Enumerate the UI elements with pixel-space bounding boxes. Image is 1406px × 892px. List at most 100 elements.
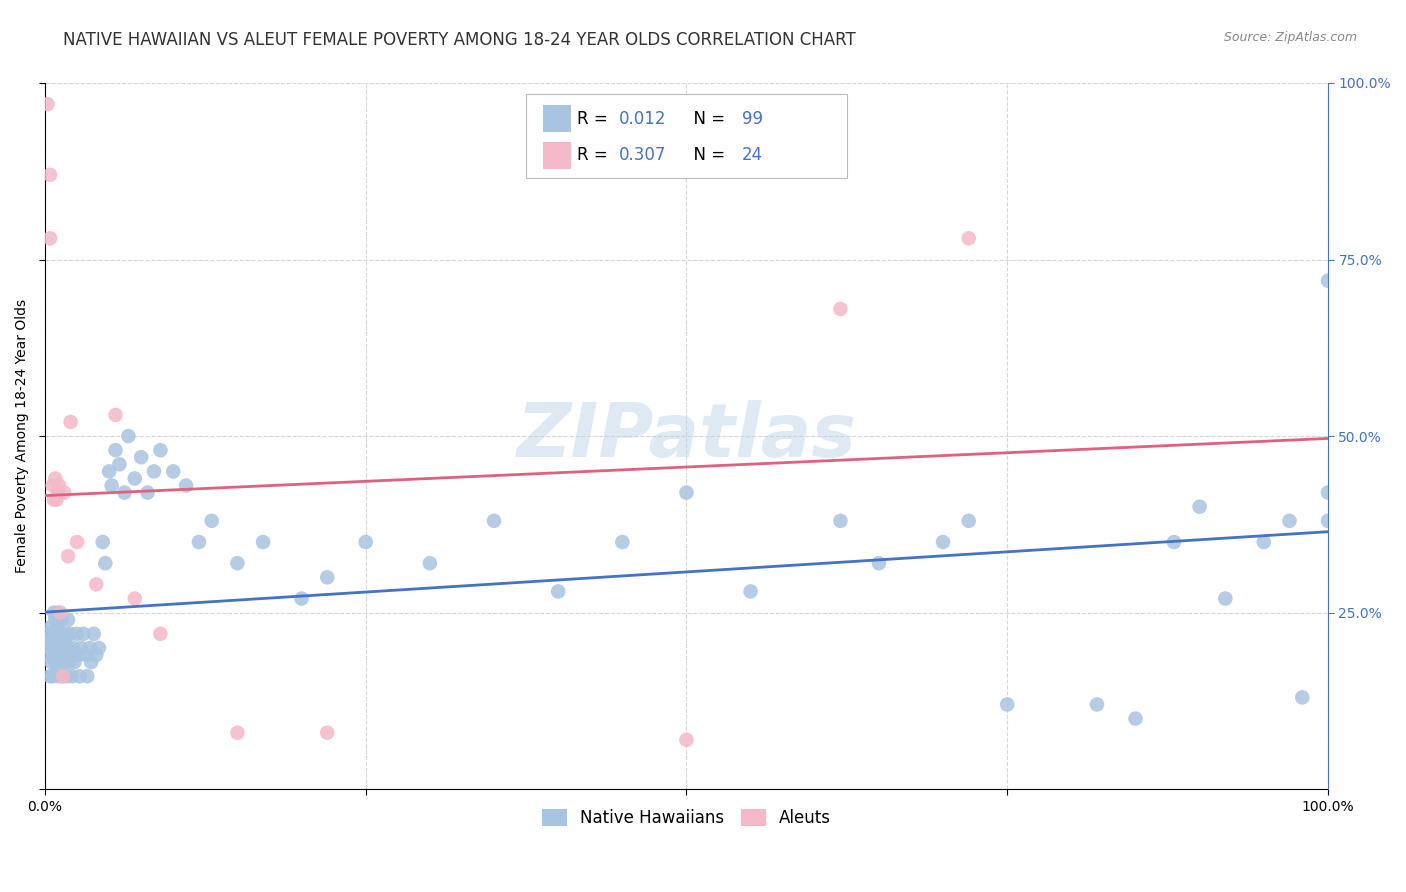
Point — [60, 669, 83, 683]
Point — [41, 478, 63, 492]
Point — [49, 627, 72, 641]
Point — [39, 231, 62, 245]
Point — [1188, 500, 1211, 514]
Point — [143, 464, 166, 478]
Point — [37, 97, 59, 112]
Point — [51, 640, 73, 655]
Text: N =: N = — [683, 146, 730, 164]
Point — [740, 584, 762, 599]
Text: R =: R = — [578, 146, 613, 164]
Point — [1085, 698, 1108, 712]
Point — [55, 669, 77, 683]
Point — [136, 485, 159, 500]
Point — [1316, 514, 1339, 528]
Text: 99: 99 — [741, 110, 762, 128]
Legend: Native Hawaiians, Aleuts: Native Hawaiians, Aleuts — [536, 803, 838, 834]
Point — [41, 627, 63, 641]
Point — [830, 514, 852, 528]
Point — [162, 464, 184, 478]
Point — [117, 429, 139, 443]
Point — [66, 627, 89, 641]
Point — [1291, 690, 1313, 705]
Point — [45, 492, 67, 507]
Point — [87, 640, 110, 655]
Y-axis label: Female Poverty Among 18-24 Year Olds: Female Poverty Among 18-24 Year Olds — [15, 299, 30, 574]
Point — [53, 633, 76, 648]
Point — [41, 640, 63, 655]
Point — [957, 514, 980, 528]
Point — [46, 620, 69, 634]
Point — [84, 577, 107, 591]
Point — [41, 655, 63, 669]
Point — [932, 535, 955, 549]
Point — [201, 514, 224, 528]
Point — [84, 648, 107, 662]
Point — [114, 485, 136, 500]
Point — [868, 556, 890, 570]
Point — [124, 471, 146, 485]
Text: NATIVE HAWAIIAN VS ALEUT FEMALE POVERTY AMONG 18-24 YEAR OLDS CORRELATION CHART: NATIVE HAWAIIAN VS ALEUT FEMALE POVERTY … — [63, 31, 856, 49]
Point — [1278, 514, 1301, 528]
Point — [42, 627, 65, 641]
Point — [56, 549, 79, 563]
Point — [129, 450, 152, 465]
Point — [59, 415, 82, 429]
Point — [76, 669, 98, 683]
Point — [354, 535, 377, 549]
Point — [94, 556, 117, 570]
Point — [55, 627, 77, 641]
Point — [44, 633, 66, 648]
Point — [59, 627, 82, 641]
Point — [39, 640, 62, 655]
Point — [252, 535, 274, 549]
Point — [45, 640, 67, 655]
Point — [79, 640, 101, 655]
Point — [42, 492, 65, 507]
Point — [149, 627, 172, 641]
Point — [104, 408, 127, 422]
FancyBboxPatch shape — [526, 94, 846, 178]
Point — [108, 458, 131, 472]
Point — [39, 168, 62, 182]
Point — [46, 606, 69, 620]
Point — [830, 301, 852, 316]
Text: ZIPatlas: ZIPatlas — [516, 400, 856, 473]
Point — [174, 478, 197, 492]
Point — [58, 655, 80, 669]
Point — [45, 627, 67, 641]
Point — [149, 443, 172, 458]
Point — [41, 669, 63, 683]
Point — [48, 478, 70, 492]
Point — [124, 591, 146, 606]
Point — [46, 485, 69, 500]
Point — [83, 627, 105, 641]
Point — [37, 633, 59, 648]
Point — [69, 669, 91, 683]
Point — [316, 725, 339, 739]
Point — [59, 648, 82, 662]
Point — [957, 231, 980, 245]
Point — [75, 648, 97, 662]
Point — [52, 669, 75, 683]
Bar — [543, 105, 571, 132]
Point — [612, 535, 634, 549]
Bar — [543, 142, 571, 169]
Point — [66, 535, 89, 549]
Point — [49, 606, 72, 620]
Point — [48, 640, 70, 655]
Point — [62, 640, 84, 655]
Point — [100, 478, 122, 492]
Point — [91, 535, 114, 549]
Text: 0.307: 0.307 — [619, 146, 666, 164]
Point — [44, 655, 66, 669]
Text: Source: ZipAtlas.com: Source: ZipAtlas.com — [1223, 31, 1357, 45]
Point — [51, 613, 73, 627]
Point — [547, 584, 569, 599]
Point — [55, 648, 77, 662]
Text: N =: N = — [683, 110, 730, 128]
Point — [1213, 591, 1236, 606]
Point — [38, 648, 60, 662]
Point — [56, 613, 79, 627]
Point — [63, 655, 86, 669]
Point — [675, 485, 697, 500]
